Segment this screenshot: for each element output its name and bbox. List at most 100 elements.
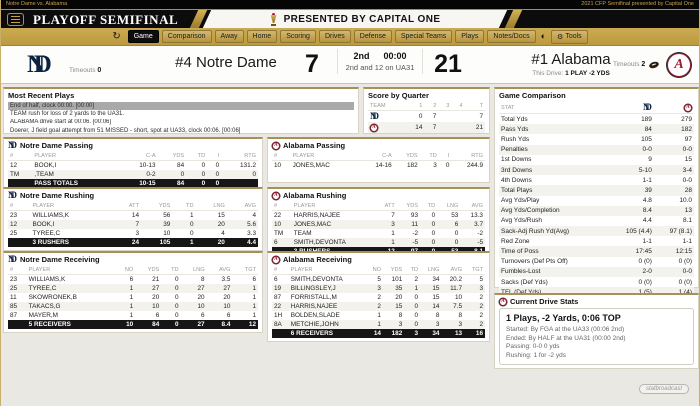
cell: 2 xyxy=(479,321,483,328)
cell: 8A xyxy=(274,321,282,328)
cell: 6 xyxy=(274,276,278,283)
panel-title: Current Drive Stats xyxy=(510,297,579,306)
cell: 84 xyxy=(177,162,185,169)
panel-title: Alabama Receiving xyxy=(283,255,352,264)
cell: 0 xyxy=(174,285,179,292)
play-row[interactable]: ALABAMA drive start at 00:06. [00:06] xyxy=(10,119,112,126)
cell: 11 xyxy=(411,221,418,228)
cell: 87 xyxy=(10,312,18,319)
cell: Total Plays xyxy=(501,186,533,194)
gear-icon: ⚙ xyxy=(557,33,564,41)
cell: 1 xyxy=(129,312,134,319)
cell: 0 xyxy=(414,321,419,328)
cell: 19 xyxy=(274,285,282,292)
totals-cell xyxy=(221,179,258,188)
cell: 10 xyxy=(197,303,205,310)
cell: 8 xyxy=(398,312,403,319)
menu-icon[interactable] xyxy=(7,13,24,26)
tab-plays[interactable]: Plays xyxy=(455,30,485,43)
table-row: 87 MAYER,M 1 6 0 6 6 1 xyxy=(8,311,258,320)
cell: 9 xyxy=(648,156,652,164)
cell: 6 xyxy=(454,221,459,228)
tab-game[interactable]: Game xyxy=(127,30,159,43)
cell: 10-13 xyxy=(139,162,156,169)
cell: 1 xyxy=(252,285,256,292)
cell: HARRIS,NAJEE xyxy=(290,303,338,310)
cell: 105 xyxy=(641,135,652,143)
table-row: 8A METCHIE,JOHN 1 3 0 3 3 2 xyxy=(272,320,485,329)
this-drive: This Drive: 1 PLAY -2 YDS xyxy=(532,70,610,77)
cell: WILLIAMS,K xyxy=(28,276,66,283)
totals-cell: 34 xyxy=(420,329,442,338)
cell: 0 (0) xyxy=(678,258,692,266)
play-row[interactable]: End of half, clock 00:00. [00:00] xyxy=(8,102,354,111)
alabama-logo: A xyxy=(684,103,692,112)
play-row[interactable]: TEAM rush for loss of 2 yards to the UA3… xyxy=(10,110,125,117)
totals-cell: 105 xyxy=(141,238,173,247)
tab-drives[interactable]: Drives xyxy=(318,30,351,43)
totals-row: 6 RECEIVERS 14 182 3 34 13 16 xyxy=(272,329,485,338)
cell: 15 xyxy=(217,212,225,219)
tab-tools[interactable]: ⚙ Tools xyxy=(551,29,588,44)
notre-dame-logo: ND xyxy=(8,190,17,200)
cell: Rush Yds xyxy=(501,135,530,143)
panel-title: Notre Dame Receiving xyxy=(19,255,100,264)
cell: 0 xyxy=(431,230,436,237)
cell: 10 xyxy=(223,303,231,310)
cell: 11 xyxy=(10,294,17,301)
refresh-icon[interactable]: ↻ xyxy=(112,30,121,42)
column-header: PLAYER xyxy=(30,202,113,211)
tab-notes-docs[interactable]: Notes/Docs xyxy=(487,30,536,43)
cell: 22 xyxy=(274,212,282,219)
tab-scoring[interactable]: Scoring xyxy=(280,30,316,43)
drive-headline: 1 Plays, -2 Yards, 0:06 TOP xyxy=(506,313,621,323)
cell: 12:15 xyxy=(675,248,692,256)
cell: 0 xyxy=(189,221,194,228)
cell: 3 xyxy=(433,162,437,169)
tab-special-teams[interactable]: Special Teams xyxy=(394,30,453,43)
cell: 10 xyxy=(274,221,282,228)
column-header: 4 xyxy=(451,102,465,111)
nd-passing-panel: ND Notre Dame Passing # PLAYER C-A YDS TD I RTG… xyxy=(3,137,263,192)
cell: 0 xyxy=(445,162,450,169)
cell: ,TEAM xyxy=(34,171,54,178)
cell: 1 (4) xyxy=(654,287,694,297)
tab-comparison[interactable]: Comparison xyxy=(161,30,212,43)
home-team-block: #1 Alabama This Drive: 1 PLAY -2 YDS xyxy=(501,51,641,77)
cell: 27 xyxy=(223,285,231,292)
tab-defense[interactable]: Defense xyxy=(353,30,392,43)
cell: 12 xyxy=(10,162,18,169)
cell: 182 xyxy=(406,162,418,169)
cell: 87 xyxy=(274,294,282,301)
play-row[interactable]: Doerer, J field goal attempt from 51 MIS… xyxy=(10,127,241,134)
cell: TM xyxy=(274,230,284,237)
table-row: Time of Poss 17:45 12:15 xyxy=(499,246,694,257)
alabama-receiving-panel: A Alabama Receiving # PLAYER NO YDS TD LNG AVG T… xyxy=(267,251,490,342)
statbroadcast-logo: statbroadcast xyxy=(638,384,689,394)
notre-dame-logo: ND xyxy=(8,140,17,150)
cell: 0 xyxy=(174,303,179,310)
cfp-trophy-icon xyxy=(270,12,278,26)
column-header: AVG xyxy=(460,202,485,211)
nd-passing-table: # PLAYER C-A YDS TD I RTG 12 BOOK,I 10-13 84 0 0 131.… xyxy=(8,152,258,188)
cell: -2 xyxy=(477,230,483,237)
column-header: NO xyxy=(365,266,383,275)
tab-home[interactable]: Home xyxy=(246,30,278,43)
cell: 2 xyxy=(377,303,381,310)
column-header: C-A xyxy=(359,152,394,161)
column-header: LNG xyxy=(180,266,207,275)
totals-cell: 0 xyxy=(186,179,208,188)
cell: 10 xyxy=(163,230,171,237)
column-header: TD xyxy=(404,266,421,275)
column-header: YDS xyxy=(382,266,405,275)
cell: 0 xyxy=(431,212,436,219)
notre-dame-logo: ND xyxy=(27,51,52,78)
tab-away[interactable]: Away xyxy=(214,30,244,43)
theme-toggle-icon[interactable]: ◐ xyxy=(540,31,547,41)
home-timeouts: Timeouts 2 xyxy=(613,61,646,68)
table-row: A 14 7 21 xyxy=(368,122,485,133)
cell: 279 xyxy=(681,115,692,123)
nav-bar: ↻ Game Comparison Away Home Scoring Drives Def… xyxy=(1,28,699,46)
alabama-logo: A xyxy=(499,297,507,306)
nd-receiving-table: # PLAYER NO YDS TD LNG AVG TGT 23 WILLIAMS,K 6 21 0 8… xyxy=(8,266,258,329)
